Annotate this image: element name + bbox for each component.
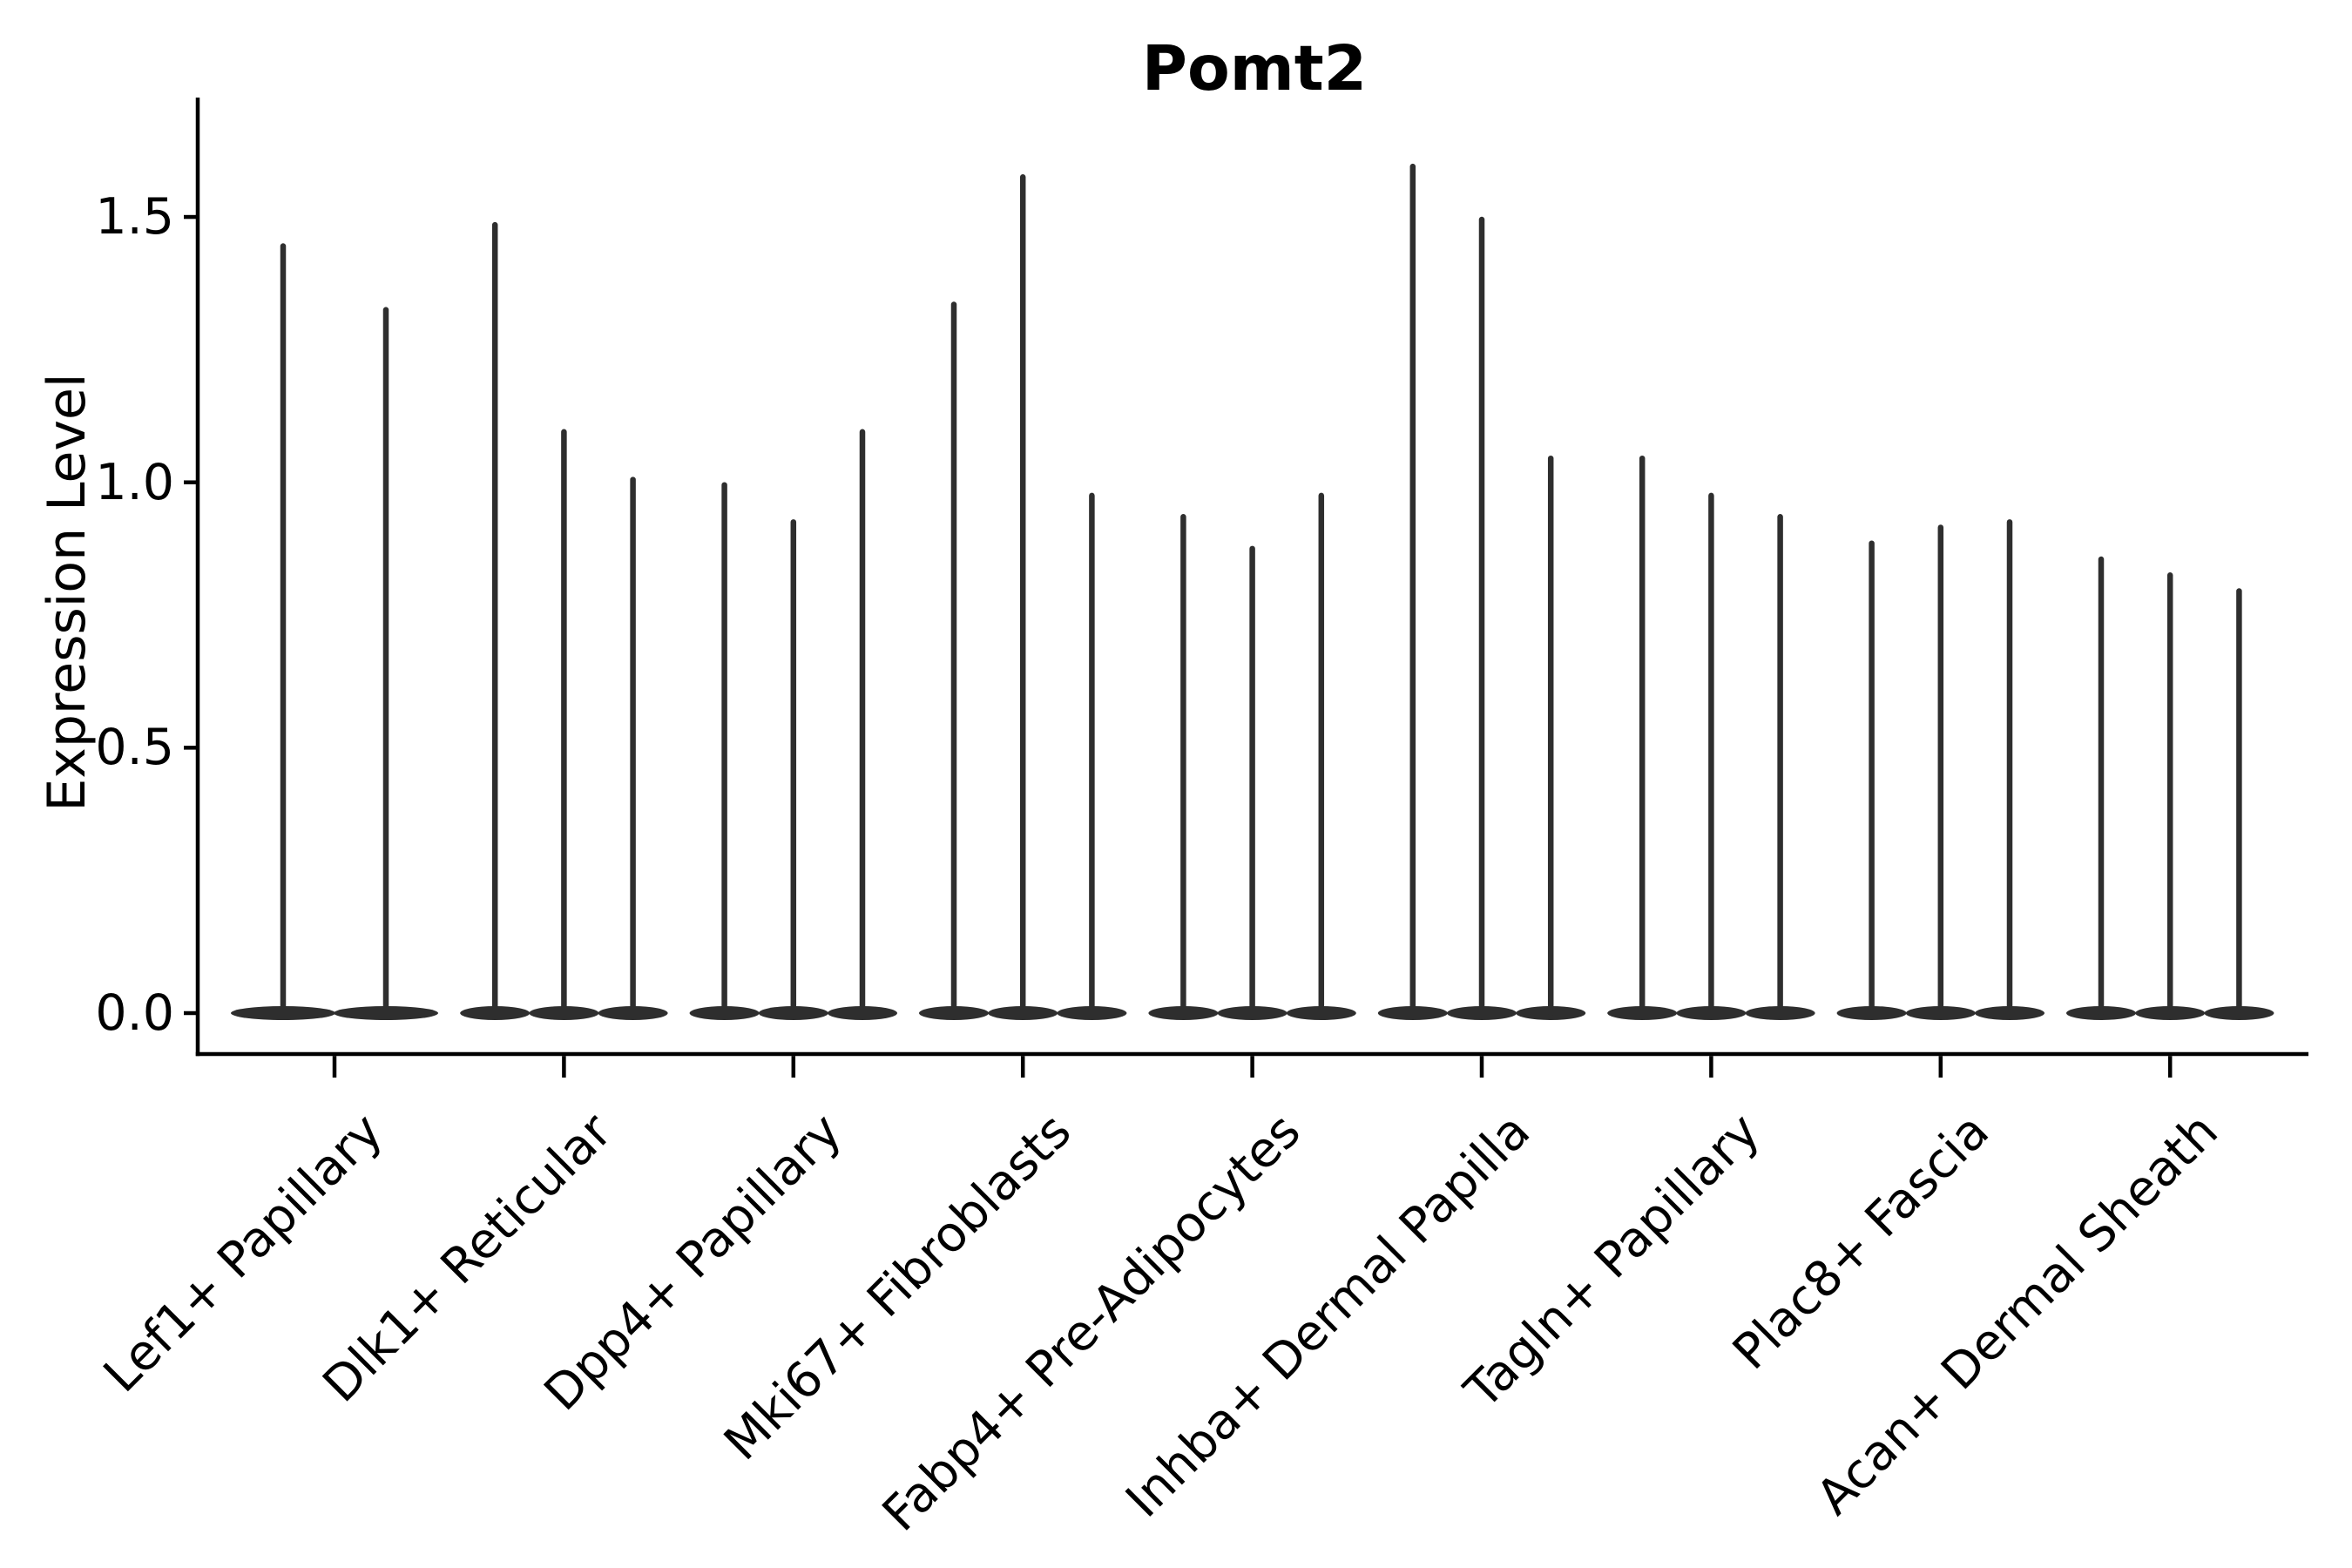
y-tick-label: 0.0 [95, 984, 174, 1042]
y-tick-label: 1.0 [95, 453, 174, 511]
chart-title: Pomt2 [1141, 32, 1368, 105]
y-axis-label: Expression Level [37, 373, 98, 812]
y-tick-label: 0.5 [95, 719, 174, 777]
y-tick-label: 1.5 [95, 188, 174, 247]
